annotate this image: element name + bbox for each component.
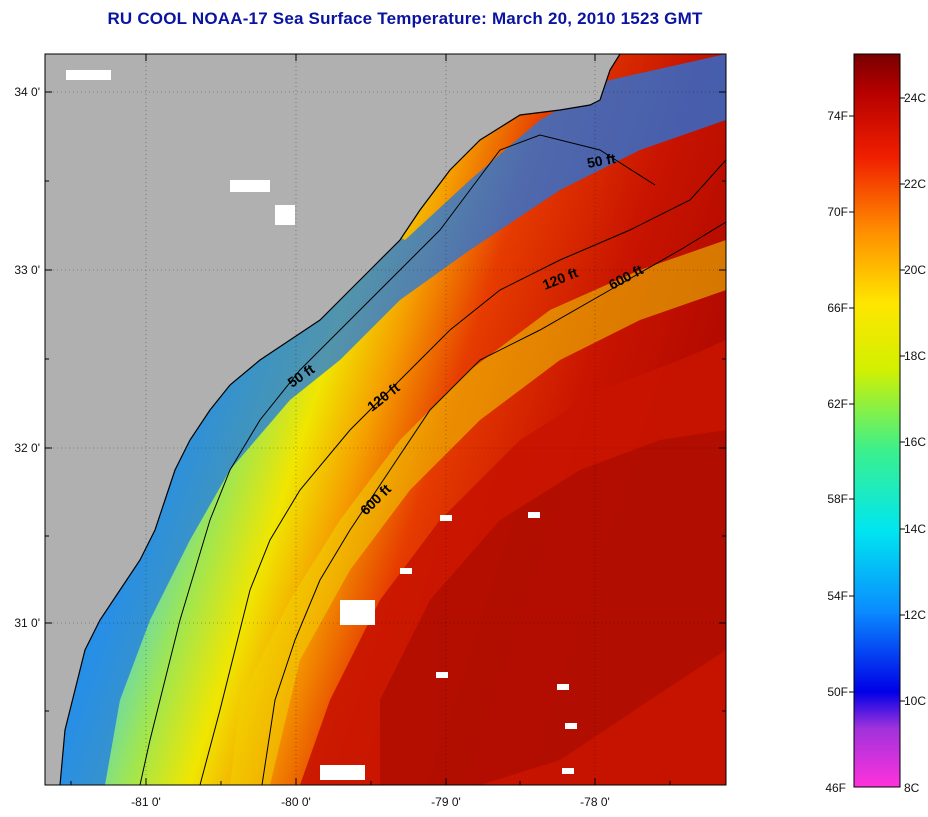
lon-label-80: -80 0' bbox=[281, 795, 311, 809]
cb-c-10: 10C bbox=[904, 694, 926, 708]
cb-f-62: 62F bbox=[827, 397, 848, 411]
graticule bbox=[45, 54, 726, 785]
cloud-specks bbox=[66, 70, 577, 780]
contour-50ft bbox=[139, 134, 656, 785]
map-title: RU COOL NOAA-17 Sea Surface Temperature:… bbox=[107, 9, 703, 28]
lat-label-31: 31 0' bbox=[14, 616, 40, 630]
cb-c-8: 8C bbox=[904, 781, 920, 795]
cb-c-18: 18C bbox=[904, 349, 926, 363]
colorbar-gradient bbox=[853, 53, 901, 788]
cb-c-14: 14C bbox=[904, 522, 926, 536]
cb-f-54: 54F bbox=[827, 589, 848, 603]
cb-f-66: 66F bbox=[827, 301, 848, 315]
cb-c-22: 22C bbox=[904, 177, 926, 191]
colorbar: 74F 70F 66F 62F 58F 54F 50F 46F 24C 22C … bbox=[825, 53, 926, 795]
contour-120ft bbox=[199, 159, 726, 785]
lon-label-78: -78 0' bbox=[580, 795, 610, 809]
lon-label-81: -81 0' bbox=[131, 795, 161, 809]
lat-label-32: 32 0' bbox=[14, 441, 40, 455]
contour-label-50ft-north: 50 ft bbox=[586, 150, 617, 171]
cb-f-58: 58F bbox=[827, 492, 848, 506]
cb-f-46: 46F bbox=[825, 781, 846, 795]
cb-c-16: 16C bbox=[904, 435, 926, 449]
cb-c-12: 12C bbox=[904, 608, 926, 622]
coastline bbox=[59, 54, 621, 785]
lon-label-79: -79 0' bbox=[431, 795, 461, 809]
cb-c-24: 24C bbox=[904, 91, 926, 105]
cb-f-70: 70F bbox=[827, 205, 848, 219]
map-area: 50 ft 50 ft 120 ft 120 ft 600 ft 600 ft bbox=[45, 54, 726, 785]
tick-marks bbox=[45, 54, 726, 785]
colorbar-ticks bbox=[849, 97, 905, 702]
dark-core-region bbox=[380, 430, 726, 785]
cb-f-74: 74F bbox=[827, 109, 848, 123]
cb-c-20: 20C bbox=[904, 263, 926, 277]
transition-band bbox=[230, 240, 726, 785]
lat-label-33: 33 0' bbox=[14, 263, 40, 277]
contour-600ft bbox=[261, 221, 726, 785]
land-mass bbox=[45, 54, 620, 785]
lat-label-34: 34 0' bbox=[14, 85, 40, 99]
map-frame bbox=[44, 53, 727, 786]
cb-f-50: 50F bbox=[827, 685, 848, 699]
